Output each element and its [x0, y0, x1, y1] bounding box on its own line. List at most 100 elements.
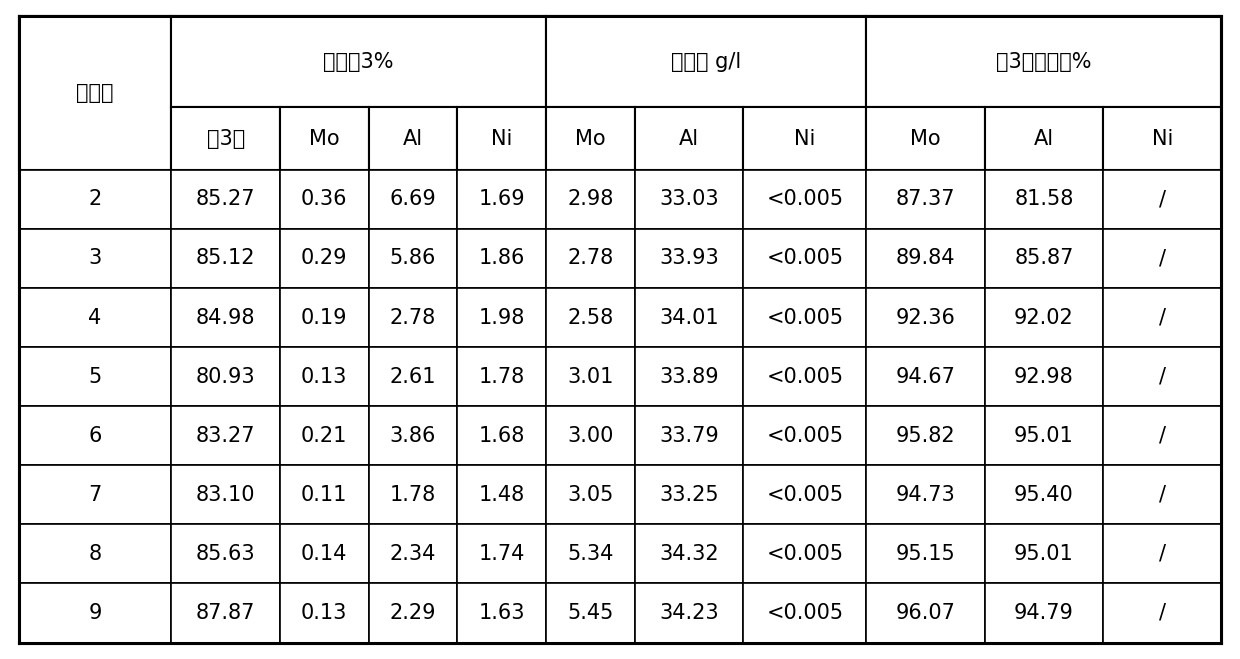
Bar [368, 170, 458, 229]
Text: 33.89: 33.89 [660, 366, 719, 387]
Bar [171, 347, 280, 406]
Text: 5: 5 [88, 366, 102, 387]
Text: <0.005: <0.005 [766, 366, 843, 387]
Text: 92.98: 92.98 [1014, 366, 1074, 387]
Bar [458, 465, 546, 525]
Bar [171, 229, 280, 288]
Bar [280, 525, 368, 583]
Text: 7: 7 [88, 485, 102, 505]
Bar [171, 16, 546, 107]
Text: 87.37: 87.37 [895, 189, 955, 210]
Bar [635, 107, 743, 170]
Bar [867, 16, 1221, 107]
Text: 0.19: 0.19 [301, 308, 347, 328]
Text: 0.13: 0.13 [301, 366, 347, 387]
Text: Ni: Ni [491, 129, 512, 148]
Text: 1.98: 1.98 [479, 308, 525, 328]
Bar [368, 465, 458, 525]
Bar [743, 583, 867, 643]
Bar [867, 347, 985, 406]
Text: 85.87: 85.87 [1014, 248, 1074, 268]
Text: 1.63: 1.63 [479, 603, 525, 623]
Text: 33.03: 33.03 [660, 189, 719, 210]
Bar [867, 583, 985, 643]
Bar [171, 525, 280, 583]
Text: 85.12: 85.12 [196, 248, 255, 268]
Bar [19, 229, 171, 288]
Bar [368, 406, 458, 465]
Bar [867, 525, 985, 583]
Text: 0.13: 0.13 [301, 603, 347, 623]
Text: /: / [1158, 485, 1166, 505]
Bar [1104, 525, 1221, 583]
Text: 92.02: 92.02 [1014, 308, 1074, 328]
Bar [368, 107, 458, 170]
Text: 95.01: 95.01 [1014, 544, 1074, 564]
Text: /: / [1158, 248, 1166, 268]
Text: 5.45: 5.45 [567, 603, 614, 623]
Bar [546, 170, 635, 229]
Text: /: / [1158, 366, 1166, 387]
Text: /: / [1158, 189, 1166, 210]
Bar [171, 288, 280, 347]
Text: 1.78: 1.78 [479, 366, 525, 387]
Text: <0.005: <0.005 [766, 603, 843, 623]
Text: 33.25: 33.25 [660, 485, 719, 505]
Bar [368, 229, 458, 288]
Text: 6: 6 [88, 426, 102, 445]
Text: 95.15: 95.15 [895, 544, 956, 564]
Bar [985, 465, 1104, 525]
Text: 0.21: 0.21 [301, 426, 347, 445]
Bar [985, 229, 1104, 288]
Bar [743, 406, 867, 465]
Bar [546, 347, 635, 406]
Bar [635, 229, 743, 288]
Bar [635, 170, 743, 229]
Text: 3.00: 3.00 [567, 426, 614, 445]
Bar [458, 288, 546, 347]
Text: 96.07: 96.07 [895, 603, 956, 623]
Bar [867, 170, 985, 229]
Bar [368, 347, 458, 406]
Text: /: / [1158, 603, 1166, 623]
Text: 94.67: 94.67 [895, 366, 956, 387]
Text: 87.87: 87.87 [196, 603, 255, 623]
Text: 1.69: 1.69 [479, 189, 525, 210]
Text: 1.48: 1.48 [479, 485, 525, 505]
Text: 9: 9 [88, 603, 102, 623]
Text: 浸出液 g/l: 浸出液 g/l [671, 52, 742, 72]
Bar [458, 347, 546, 406]
Bar [171, 465, 280, 525]
Bar [546, 406, 635, 465]
Text: 2.58: 2.58 [567, 308, 614, 328]
Text: 34.32: 34.32 [660, 544, 719, 564]
Text: 95.82: 95.82 [895, 426, 956, 445]
Text: Ni: Ni [1152, 129, 1173, 148]
Bar [635, 583, 743, 643]
Text: Mo: Mo [575, 129, 605, 148]
Text: 34.23: 34.23 [660, 603, 719, 623]
Bar [635, 406, 743, 465]
Bar [458, 406, 546, 465]
Bar [19, 170, 171, 229]
Bar [280, 406, 368, 465]
Bar [19, 406, 171, 465]
Bar [985, 107, 1104, 170]
Bar [280, 229, 368, 288]
Text: Ni: Ni [794, 129, 816, 148]
Text: 0.36: 0.36 [301, 189, 347, 210]
Text: 84.98: 84.98 [196, 308, 255, 328]
Text: 1.74: 1.74 [479, 544, 525, 564]
Text: 33.79: 33.79 [660, 426, 719, 445]
Bar [171, 406, 280, 465]
Bar [546, 288, 635, 347]
Text: 89.84: 89.84 [895, 248, 955, 268]
Bar [280, 583, 368, 643]
Text: 0.29: 0.29 [301, 248, 347, 268]
Text: 8: 8 [88, 544, 102, 564]
Bar [458, 229, 546, 288]
Bar [867, 288, 985, 347]
Bar [635, 525, 743, 583]
Text: 85.27: 85.27 [196, 189, 255, 210]
Bar [1104, 229, 1221, 288]
